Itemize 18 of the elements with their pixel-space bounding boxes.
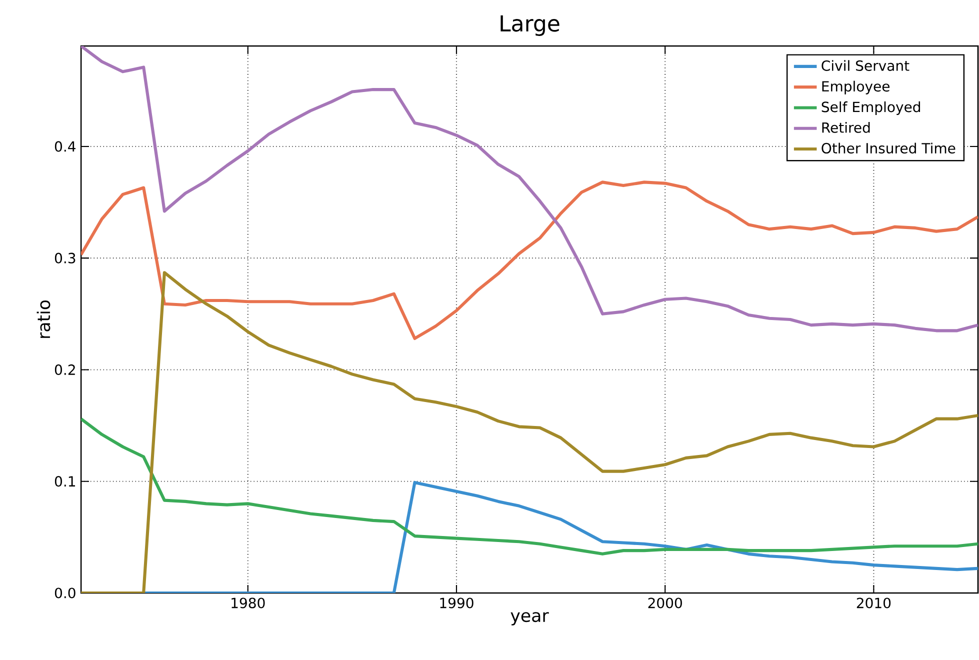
y-tick-label: 0.1 (54, 476, 75, 487)
x-axis-title: year (510, 612, 549, 626)
x-tick-label: 2000 (648, 598, 682, 608)
y-tick-label: 0.2 (54, 364, 75, 376)
legend-label: Other Insured Time (822, 142, 956, 154)
y-tick-label: 0.0 (54, 588, 76, 598)
y-tick-label: 0.4 (54, 141, 76, 152)
legend-label: Retired (822, 122, 870, 133)
x-tick-label: 1980 (232, 598, 265, 608)
legend-label: Civil Servant (822, 60, 910, 71)
x-tick-label: 2010 (856, 598, 891, 608)
legend-label: Employee (822, 80, 890, 94)
y-tick-label: 0.3 (54, 252, 76, 264)
legend-label: Self Employed (822, 101, 920, 115)
x-tick-label: 1990 (440, 598, 474, 608)
line-series (81, 46, 978, 332)
chart-title: Large (500, 15, 560, 36)
y-axis-title: ratio (36, 300, 50, 338)
